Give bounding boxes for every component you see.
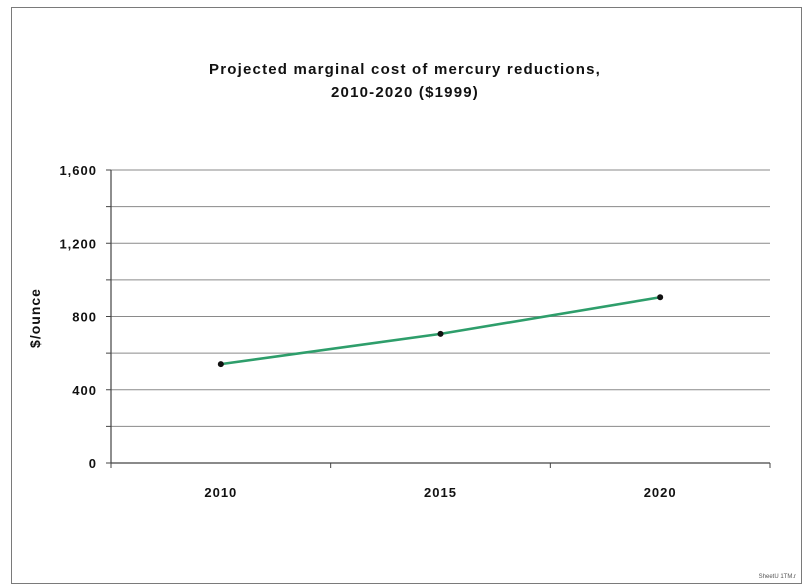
chart-title: Projected marginal cost of mercury reduc… (209, 61, 601, 78)
y-axis-label: $/ounce (27, 288, 43, 348)
y-tick-label: 0 (89, 456, 97, 471)
x-tick-labels: 2010 2015 2020 (204, 485, 677, 500)
y-tick-labels: 0 400 800 1,200 1,600 (59, 163, 97, 471)
y-tick-label: 400 (72, 383, 97, 398)
gridlines (111, 169, 770, 427)
footer-note: SheetU 1TM.r (758, 574, 796, 580)
chart-frame (11, 7, 802, 584)
y-tick-label: 1,200 (59, 236, 97, 251)
chart-subtitle: 2010-2020 ($1999) (330, 84, 479, 101)
data-point (217, 361, 224, 368)
x-tick-label: 2020 (644, 485, 677, 500)
data-point (657, 294, 664, 301)
axes (106, 169, 771, 468)
chart-title-block: Projected marginal cost of mercury reduc… (0, 58, 810, 104)
series-line (220, 295, 661, 366)
y-tick-label: 800 (72, 310, 97, 325)
y-tick-label: 1,600 (59, 163, 97, 178)
series-layer (217, 294, 664, 368)
data-point (437, 330, 444, 337)
x-tick-label: 2015 (424, 485, 457, 500)
x-tick-label: 2010 (204, 485, 237, 500)
